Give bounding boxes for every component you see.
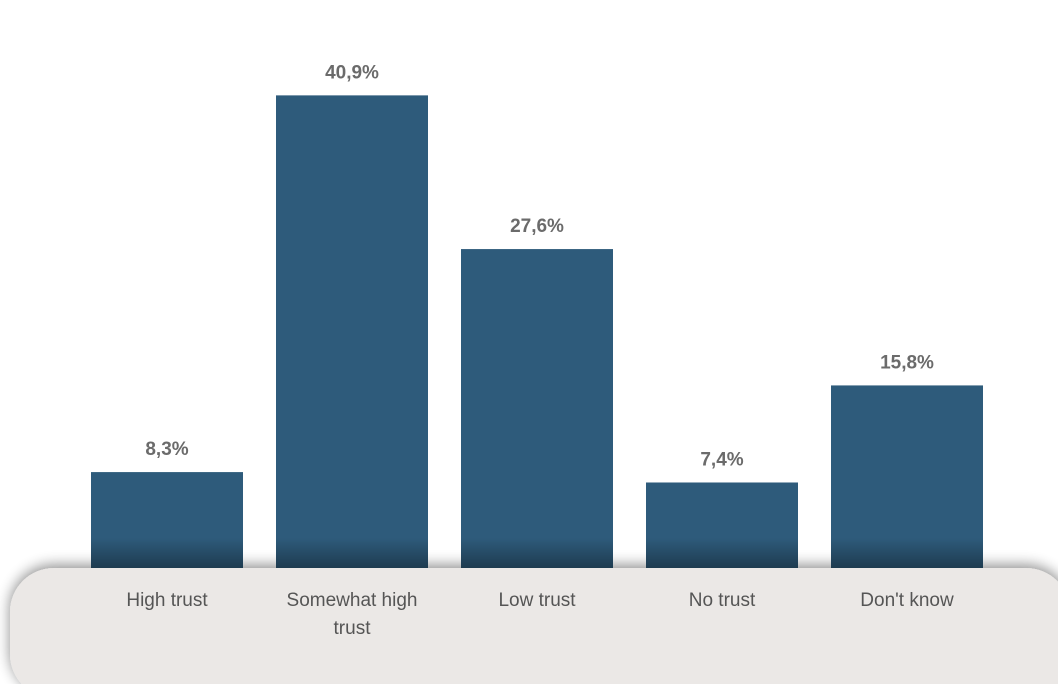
bar-value-label-1: 40,9%	[325, 62, 379, 83]
bar-shade-2	[461, 538, 613, 568]
bar-shade-4	[831, 538, 983, 568]
bar-value-label-3: 7,4%	[700, 449, 743, 470]
category-label-3: No trust	[689, 590, 756, 611]
chart-base-panel	[10, 568, 1058, 684]
bar-shade-1	[276, 538, 428, 568]
bar-1	[276, 95, 428, 568]
labels-layer: 8,3% High trust 40,9% Somewhat high trust 27,…	[126, 62, 954, 639]
category-label-0: High trust	[126, 590, 208, 611]
bars-layer	[91, 95, 983, 569]
category-label-2: Low trust	[498, 590, 576, 611]
bar-value-label-4: 15,8%	[880, 352, 934, 373]
bar-4	[831, 385, 983, 568]
category-label-4: Don't know	[860, 590, 954, 611]
category-label-1: Somewhat high trust	[287, 590, 418, 639]
bar-shade-3	[646, 538, 798, 568]
bar-shade-0	[91, 538, 243, 568]
bar-value-label-2: 27,6%	[510, 216, 564, 237]
bar-value-label-0: 8,3%	[145, 439, 188, 460]
bar-2	[461, 249, 613, 569]
